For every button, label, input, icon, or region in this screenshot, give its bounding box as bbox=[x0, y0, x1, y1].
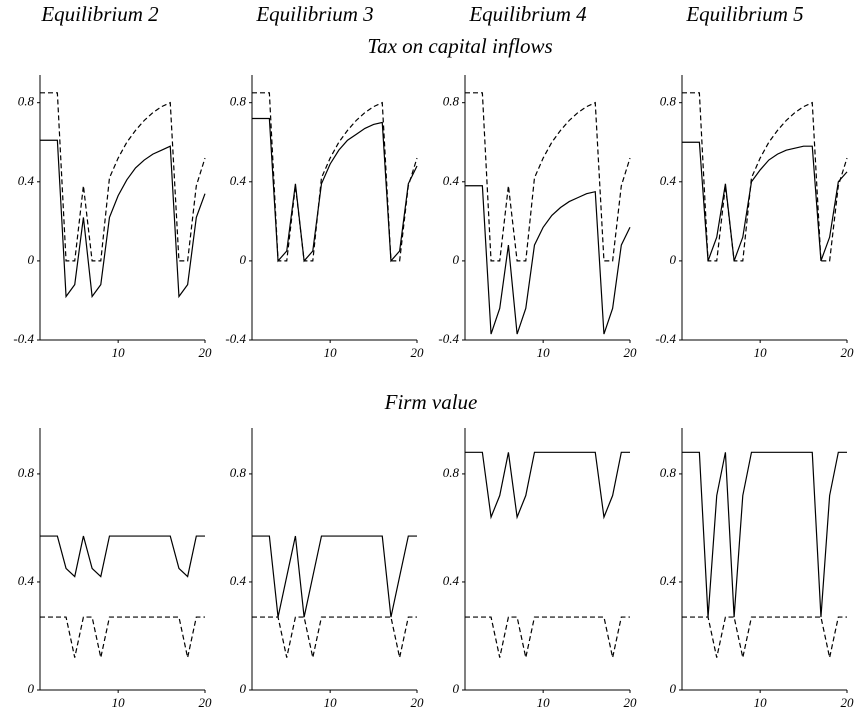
x-tick-label: 20 bbox=[411, 695, 425, 710]
y-tick-label: 0 bbox=[453, 681, 460, 696]
x-tick-label: 10 bbox=[324, 345, 338, 360]
column-title: Equilibrium 4 bbox=[468, 2, 587, 26]
y-tick-label: 0.8 bbox=[230, 465, 247, 480]
x-tick-label: 10 bbox=[324, 695, 338, 710]
x-tick-label: 20 bbox=[841, 345, 855, 360]
y-tick-label: 0.4 bbox=[18, 573, 35, 588]
y-tick-label: 0.8 bbox=[660, 94, 677, 109]
line-series bbox=[682, 451, 847, 618]
x-tick-label: 10 bbox=[754, 345, 768, 360]
y-tick-label: 0.8 bbox=[18, 94, 35, 109]
x-tick-label: 10 bbox=[112, 345, 126, 360]
line-series bbox=[40, 139, 206, 299]
column-title: Equilibrium 2 bbox=[40, 2, 159, 26]
y-tick-label: 0 bbox=[28, 252, 35, 267]
column-title: Equilibrium 3 bbox=[255, 2, 373, 26]
y-tick-label: 0 bbox=[28, 681, 35, 696]
line-series bbox=[682, 92, 848, 262]
y-tick-label: 0 bbox=[240, 681, 247, 696]
y-tick-label: 0 bbox=[670, 681, 677, 696]
y-tick-label: 0 bbox=[453, 252, 460, 267]
y-tick-label: 0 bbox=[670, 252, 677, 267]
y-tick-label: 0.4 bbox=[230, 173, 247, 188]
line-series bbox=[40, 535, 205, 578]
y-tick-label: 0.4 bbox=[660, 573, 677, 588]
line-series bbox=[682, 141, 848, 262]
x-tick-label: 20 bbox=[841, 695, 855, 710]
y-tick-label: 0.4 bbox=[443, 173, 460, 188]
y-tick-label: 0.8 bbox=[660, 465, 677, 480]
y-tick-label: -0.4 bbox=[438, 331, 459, 346]
x-tick-label: 10 bbox=[112, 695, 126, 710]
y-tick-label: 0.4 bbox=[443, 573, 460, 588]
x-tick-label: 20 bbox=[411, 345, 425, 360]
x-tick-label: 20 bbox=[199, 345, 213, 360]
y-tick-label: 0.4 bbox=[230, 573, 247, 588]
y-tick-label: 0.8 bbox=[443, 94, 460, 109]
line-series bbox=[465, 451, 630, 520]
y-tick-label: 0 bbox=[240, 252, 247, 267]
x-tick-label: 10 bbox=[537, 345, 551, 360]
y-tick-label: 0.4 bbox=[660, 173, 677, 188]
line-series bbox=[40, 92, 206, 262]
y-tick-label: -0.4 bbox=[225, 331, 246, 346]
y-tick-label: 0.8 bbox=[443, 465, 460, 480]
x-tick-label: 20 bbox=[624, 695, 638, 710]
line-series bbox=[252, 616, 417, 658]
line-series bbox=[465, 185, 631, 335]
y-tick-label: -0.4 bbox=[655, 331, 676, 346]
line-series bbox=[40, 616, 205, 658]
line-series bbox=[252, 92, 418, 262]
y-tick-label: -0.4 bbox=[13, 331, 34, 346]
row-title: Firm value bbox=[384, 390, 478, 414]
y-tick-label: 0.8 bbox=[18, 465, 35, 480]
x-tick-label: 20 bbox=[199, 695, 213, 710]
line-series bbox=[252, 535, 417, 618]
line-series bbox=[465, 92, 631, 262]
line-series bbox=[682, 616, 847, 658]
x-tick-label: 10 bbox=[537, 695, 551, 710]
column-title: Equilibrium 5 bbox=[685, 2, 803, 26]
y-tick-label: 0.8 bbox=[230, 94, 247, 109]
line-series bbox=[465, 616, 630, 658]
x-tick-label: 20 bbox=[624, 345, 638, 360]
x-tick-label: 10 bbox=[754, 695, 768, 710]
y-tick-label: 0.4 bbox=[18, 173, 35, 188]
row-title: Tax on capital inflows bbox=[367, 34, 552, 58]
